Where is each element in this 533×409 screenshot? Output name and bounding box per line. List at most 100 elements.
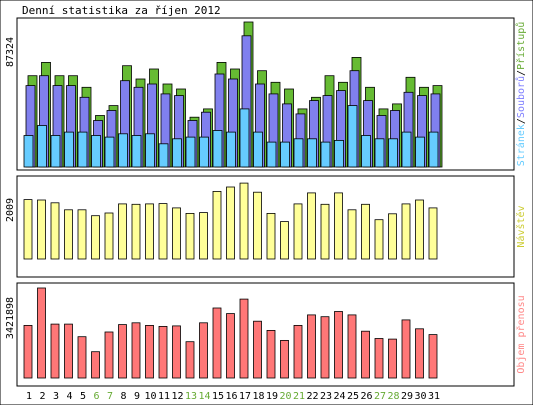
- bar: [212, 307, 222, 379]
- bar: [253, 191, 262, 260]
- bar: [293, 138, 304, 168]
- x-tick-label: 9: [134, 391, 140, 402]
- x-tick-label: 4: [66, 391, 72, 402]
- bar: [320, 141, 331, 168]
- x-tick-label: 30: [414, 391, 426, 402]
- bar: [334, 192, 343, 260]
- series-Návštěv: [23, 182, 438, 260]
- bar: [374, 219, 384, 260]
- bar: [37, 125, 47, 168]
- bar: [23, 324, 33, 379]
- bar: [388, 338, 397, 379]
- bar: [145, 324, 154, 379]
- x-tick-label: 28: [387, 391, 399, 402]
- bar: [293, 203, 303, 260]
- bar: [266, 141, 277, 168]
- bar: [64, 323, 73, 379]
- bar: [428, 207, 438, 260]
- legend-label-part: Návštěv: [515, 205, 527, 247]
- panel-transfer: 3421898 Objem přenosu: [5, 282, 527, 387]
- bar: [145, 203, 154, 260]
- bar: [253, 320, 262, 379]
- x-tick-label: 6: [93, 391, 99, 402]
- bar: [199, 212, 208, 260]
- bar: [374, 138, 385, 168]
- y-axis-max-label: 3421898: [5, 297, 16, 339]
- x-tick-label: 8: [120, 391, 126, 402]
- bar: [334, 311, 343, 379]
- x-tick-label: 12: [171, 391, 183, 402]
- bar: [50, 202, 60, 260]
- bar: [428, 131, 439, 168]
- bar: [361, 203, 370, 260]
- bar: [131, 203, 141, 260]
- bar: [226, 186, 235, 260]
- x-tick-label: 2: [39, 391, 45, 402]
- bar: [77, 131, 88, 168]
- bar: [77, 209, 87, 260]
- bar: [91, 351, 100, 379]
- bar: [361, 135, 371, 168]
- bar: [104, 331, 114, 379]
- bar: [158, 143, 169, 168]
- bar: [212, 190, 222, 260]
- series-Stránek: [23, 105, 439, 168]
- day-labels-group: 1 2 3 4 5 6 7 8 9 10 11 12 13 14 15 16 17 18 19 20 21 22 23 24 2…: [26, 391, 440, 402]
- bar: [172, 207, 181, 260]
- bar: [388, 213, 397, 260]
- bar: [280, 339, 289, 379]
- panel-visits: 2009 Návštěv: [5, 175, 527, 278]
- bar: [266, 329, 276, 379]
- x-tick-label: 5: [80, 391, 86, 402]
- legend-label: Objem přenosu: [515, 295, 527, 373]
- bar: [158, 325, 168, 379]
- bar: [91, 135, 101, 168]
- bar: [226, 131, 236, 168]
- x-tick-label: 17: [239, 391, 251, 402]
- x-tick-label: 19: [266, 391, 278, 402]
- bar: [334, 139, 344, 168]
- legend-label: Návštěv: [515, 205, 527, 247]
- bar: [37, 199, 46, 260]
- x-tick-label: 18: [252, 391, 264, 402]
- bar: [347, 314, 357, 379]
- legend-label-part: /: [516, 70, 527, 76]
- legend-label-part: /: [516, 118, 527, 124]
- x-tick-label: 3: [53, 391, 59, 402]
- bar: [388, 138, 398, 168]
- chart-title: Denní statistika za říjen 2012: [22, 4, 221, 17]
- x-tick-label: 21: [293, 391, 305, 402]
- bar: [118, 203, 127, 260]
- x-tick-label: 31: [428, 391, 440, 402]
- bar: [50, 323, 60, 379]
- legend-label-part: Souborů: [515, 76, 527, 118]
- bar: [226, 313, 235, 379]
- legend-label: Stránek/Souborů/Přístupů: [515, 22, 527, 167]
- x-tick-label: 7: [107, 391, 113, 402]
- bar: [145, 133, 155, 168]
- bar: [428, 334, 438, 379]
- bar: [131, 322, 141, 379]
- bar: [401, 131, 412, 168]
- x-tick-label: 13: [185, 391, 197, 402]
- bar: [185, 212, 195, 260]
- bar: [64, 131, 74, 168]
- bar: [374, 338, 384, 379]
- bar: [104, 136, 115, 168]
- x-tick-label: 27: [374, 391, 386, 402]
- bar: [50, 135, 61, 168]
- x-tick-label: 16: [225, 391, 237, 402]
- x-tick-label: 11: [158, 391, 170, 402]
- bar: [347, 105, 358, 168]
- x-tick-label: 24: [333, 391, 345, 402]
- bar: [361, 330, 370, 379]
- legend-label-part: Přístupů: [515, 22, 527, 70]
- bar: [307, 138, 317, 168]
- x-tick-label: 23: [320, 391, 332, 402]
- bar: [118, 324, 127, 379]
- bar: [239, 298, 249, 379]
- x-tick-label: 15: [212, 391, 224, 402]
- bar: [307, 192, 316, 260]
